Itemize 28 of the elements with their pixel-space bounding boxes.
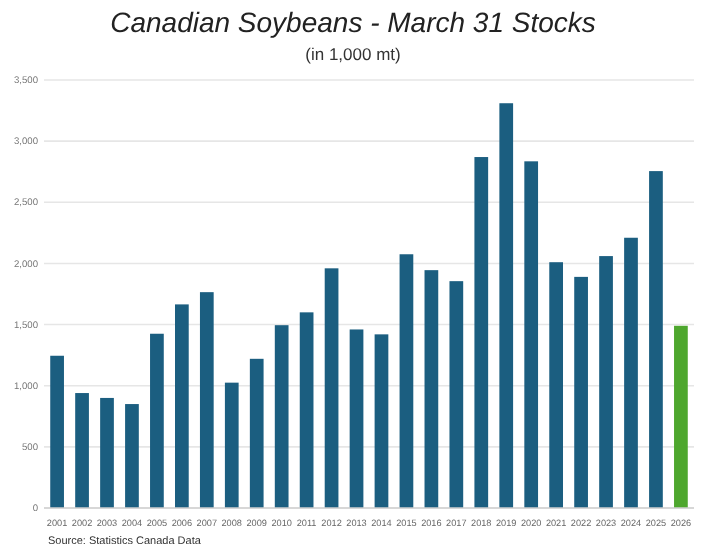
bar — [274, 325, 289, 508]
bar — [125, 404, 139, 508]
chart-title: Canadian Soybeans - March 31 Stocks — [110, 6, 596, 38]
bar — [349, 329, 364, 508]
bar — [549, 262, 563, 508]
bar — [599, 256, 613, 508]
bar — [474, 157, 489, 508]
bar — [100, 397, 114, 508]
bar — [324, 268, 339, 508]
bar — [75, 393, 89, 508]
bar — [249, 358, 264, 508]
bar — [499, 103, 514, 508]
bar — [674, 325, 688, 508]
bar — [649, 171, 663, 508]
bar — [299, 312, 314, 508]
bar — [175, 304, 189, 508]
bar — [574, 276, 588, 508]
bar — [399, 254, 414, 508]
bar — [199, 292, 214, 508]
bar — [50, 355, 64, 508]
bar — [374, 334, 389, 508]
bar — [624, 237, 638, 508]
bar — [424, 270, 439, 508]
bar — [449, 281, 464, 508]
bar — [224, 382, 239, 508]
bar — [524, 161, 539, 508]
bar — [150, 333, 164, 508]
chart-subtitle: (in 1,000 mt) — [305, 44, 402, 64]
